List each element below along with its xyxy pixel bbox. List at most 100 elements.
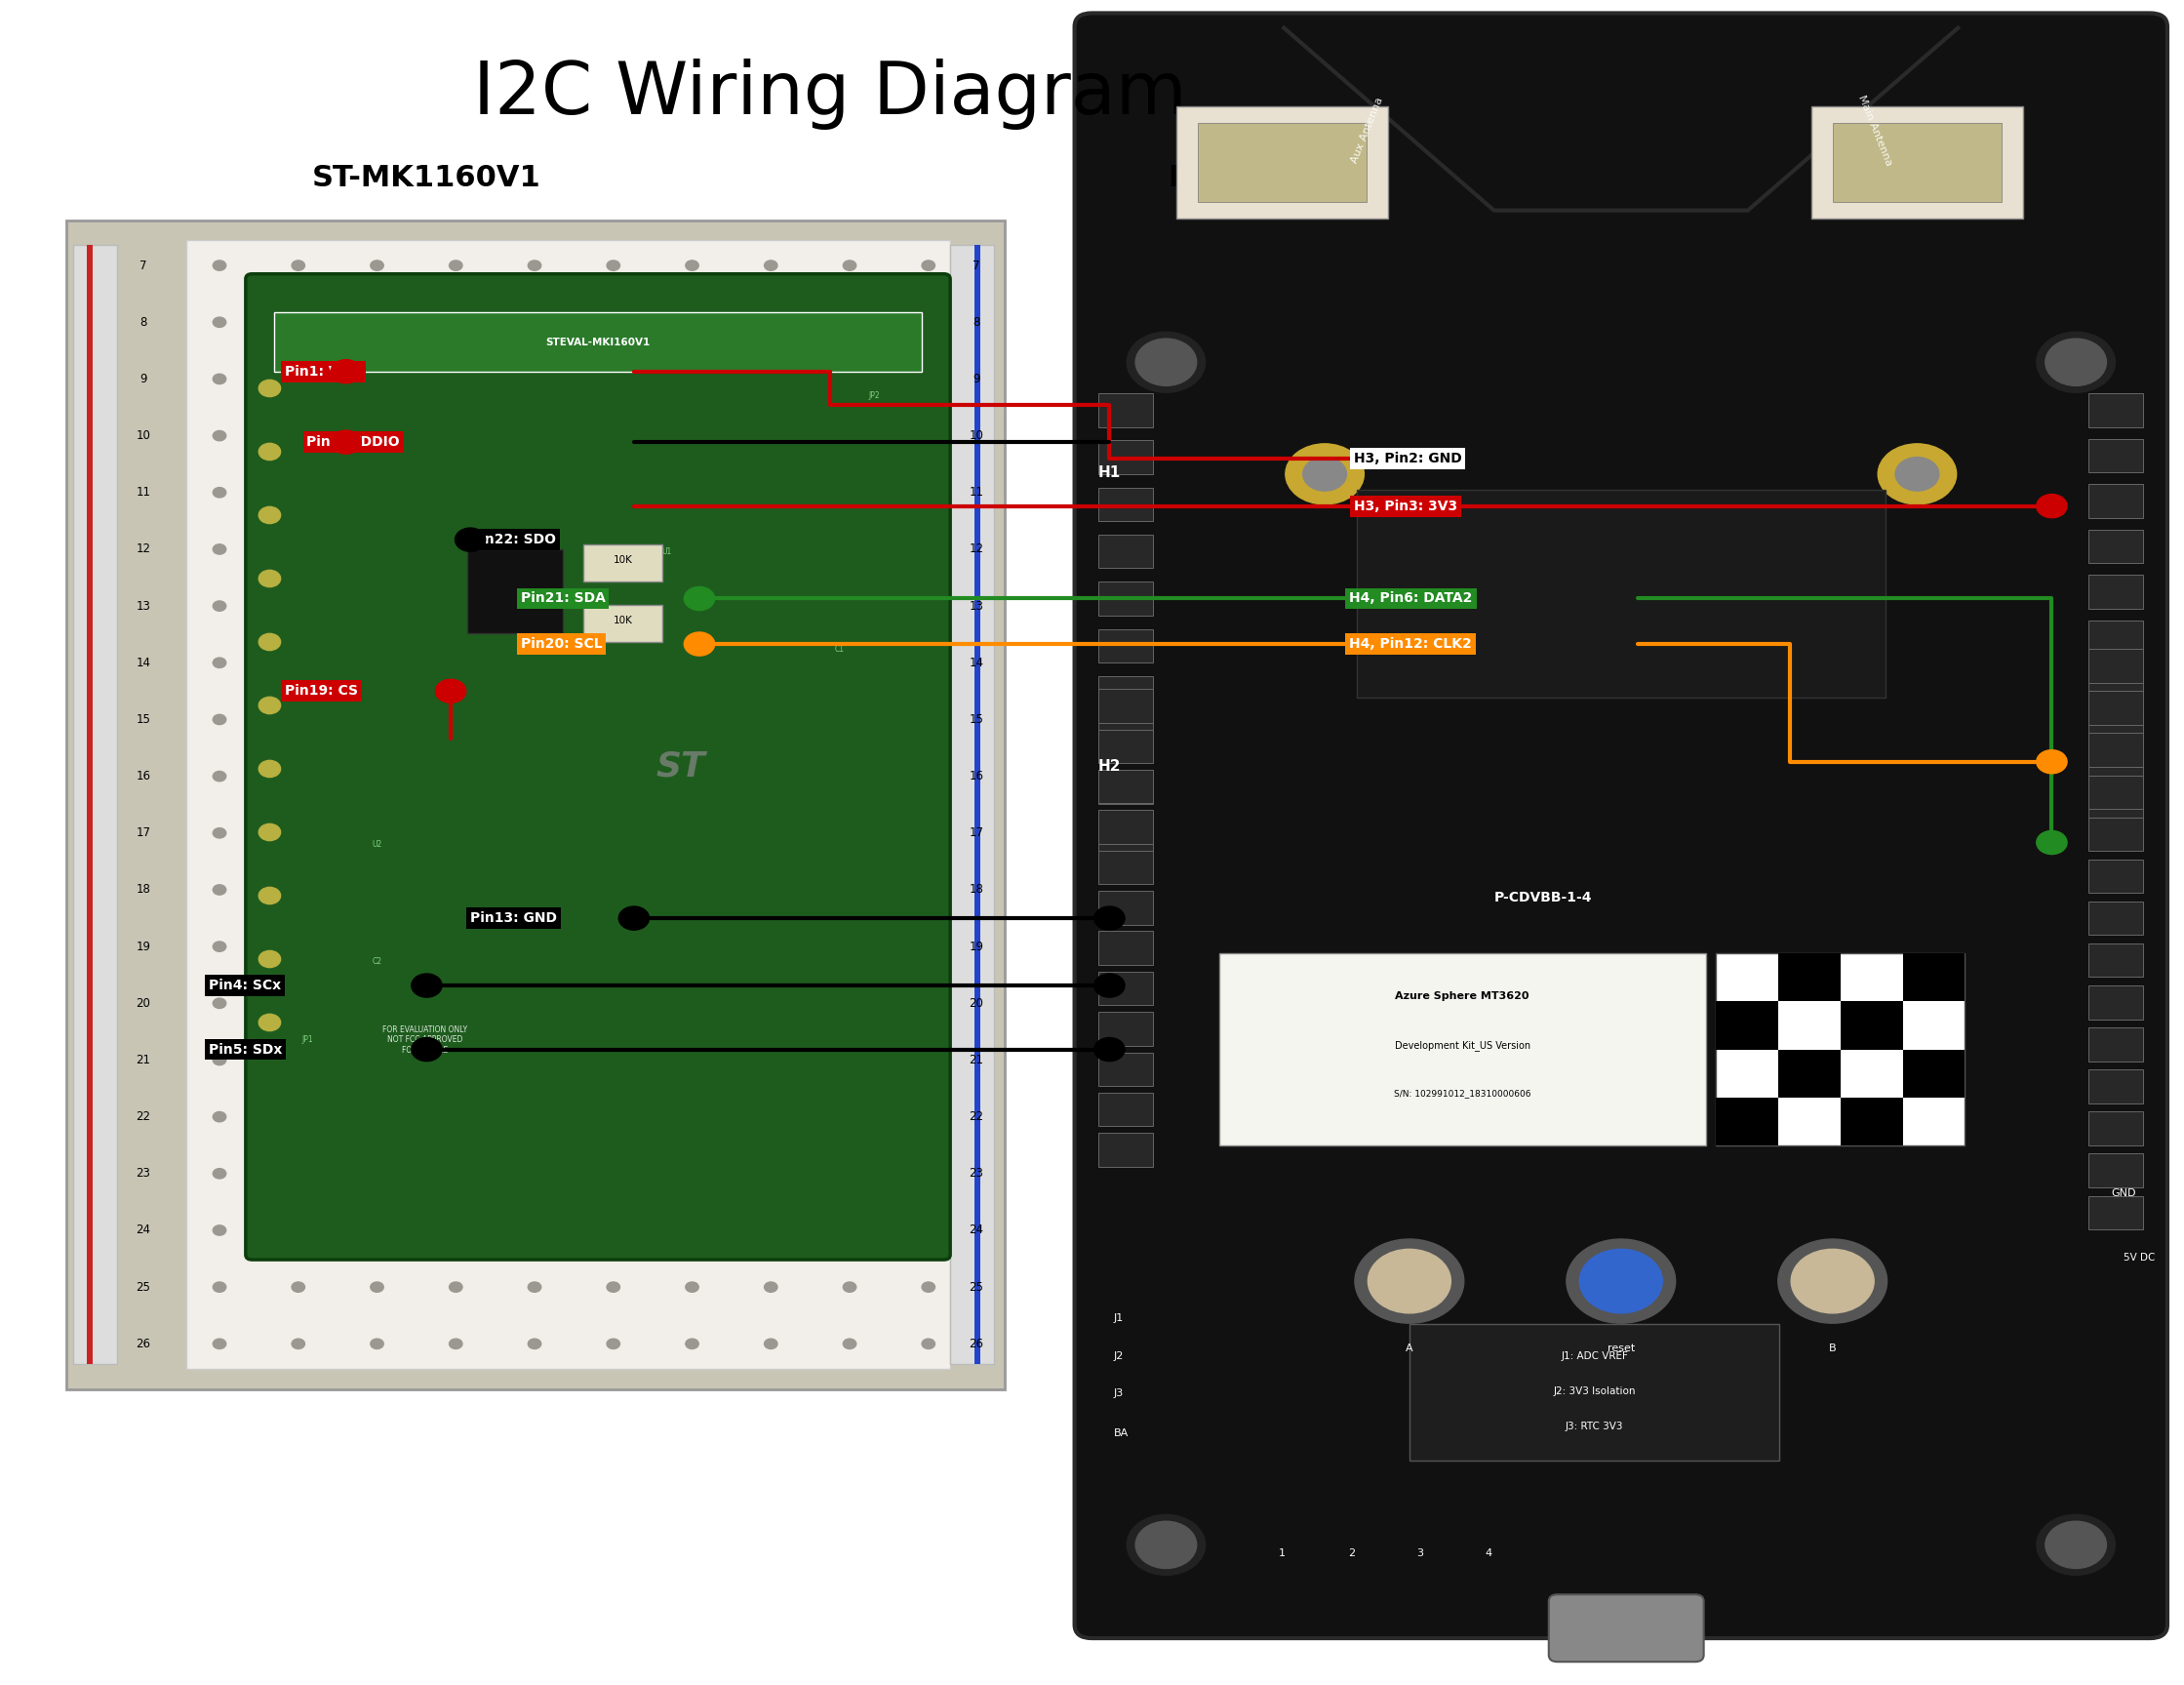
Circle shape — [371, 998, 384, 1008]
Bar — [2088, 733, 2143, 767]
Circle shape — [686, 261, 699, 271]
Bar — [950, 246, 994, 1365]
Circle shape — [764, 885, 778, 895]
Text: 23: 23 — [135, 1168, 151, 1179]
Circle shape — [529, 431, 542, 441]
Circle shape — [607, 885, 620, 895]
Circle shape — [258, 950, 280, 967]
Circle shape — [450, 431, 463, 441]
Text: H3, Pin3: 3V3: H3, Pin3: 3V3 — [1354, 499, 1457, 512]
Text: J3: J3 — [1114, 1388, 1125, 1399]
Circle shape — [450, 374, 463, 384]
Circle shape — [764, 544, 778, 554]
Circle shape — [922, 1225, 935, 1235]
Bar — [2088, 620, 2143, 654]
Text: C1: C1 — [834, 645, 845, 654]
Bar — [583, 544, 662, 581]
Circle shape — [450, 714, 463, 725]
Bar — [87, 246, 94, 1365]
Bar — [2088, 438, 2143, 472]
Bar — [1717, 1097, 1778, 1146]
Circle shape — [529, 1225, 542, 1235]
Text: 4: 4 — [1485, 1549, 1492, 1557]
Circle shape — [2038, 1515, 2114, 1575]
Circle shape — [529, 942, 542, 952]
Circle shape — [686, 1282, 699, 1292]
Circle shape — [1094, 974, 1125, 998]
Circle shape — [293, 1112, 306, 1122]
Text: H1: H1 — [1099, 465, 1120, 480]
Circle shape — [843, 602, 856, 612]
Circle shape — [686, 1225, 699, 1235]
Circle shape — [293, 602, 306, 612]
Text: 25: 25 — [970, 1281, 983, 1294]
Circle shape — [684, 632, 714, 655]
Text: 10: 10 — [135, 430, 151, 441]
Circle shape — [529, 772, 542, 782]
Circle shape — [212, 885, 225, 895]
Circle shape — [529, 544, 542, 554]
Text: P-CDVBB-1-4: P-CDVBB-1-4 — [1494, 891, 1592, 905]
Text: 5V DC: 5V DC — [2123, 1252, 2156, 1262]
Bar — [1099, 972, 1153, 1006]
Text: J1: J1 — [1114, 1313, 1125, 1323]
Circle shape — [450, 942, 463, 952]
Text: 14: 14 — [135, 657, 151, 669]
Polygon shape — [1282, 27, 1959, 211]
Circle shape — [2035, 831, 2066, 854]
Circle shape — [607, 942, 620, 952]
Circle shape — [686, 487, 699, 497]
Circle shape — [212, 374, 225, 384]
Bar — [2088, 1112, 2143, 1146]
Circle shape — [258, 888, 280, 905]
Circle shape — [450, 261, 463, 271]
Circle shape — [371, 1282, 384, 1292]
Circle shape — [330, 430, 360, 453]
Circle shape — [843, 714, 856, 725]
Circle shape — [450, 827, 463, 837]
Circle shape — [1136, 339, 1197, 386]
Circle shape — [212, 261, 225, 271]
Circle shape — [450, 1112, 463, 1122]
Circle shape — [371, 657, 384, 667]
Circle shape — [371, 1168, 384, 1178]
Circle shape — [1566, 1238, 1675, 1323]
Circle shape — [212, 1055, 225, 1065]
Bar — [1099, 932, 1153, 966]
Circle shape — [212, 942, 225, 952]
Circle shape — [2046, 339, 2105, 386]
Circle shape — [607, 1282, 620, 1292]
Circle shape — [2035, 750, 2066, 773]
Circle shape — [371, 261, 384, 271]
Circle shape — [371, 772, 384, 782]
Circle shape — [529, 1282, 542, 1292]
Bar — [1099, 891, 1153, 925]
Text: reset: reset — [1607, 1343, 1636, 1353]
Circle shape — [371, 827, 384, 837]
Circle shape — [764, 1168, 778, 1178]
Circle shape — [1367, 1249, 1450, 1313]
Circle shape — [922, 544, 935, 554]
Circle shape — [686, 1112, 699, 1122]
Circle shape — [843, 657, 856, 667]
Circle shape — [607, 998, 620, 1008]
Bar — [1099, 581, 1153, 615]
Bar — [1177, 106, 1389, 219]
Circle shape — [922, 261, 935, 271]
Bar — [1099, 1094, 1153, 1126]
Circle shape — [686, 772, 699, 782]
Text: Pin19: CS: Pin19: CS — [284, 684, 358, 698]
Circle shape — [764, 827, 778, 837]
Circle shape — [843, 431, 856, 441]
Text: Pin21: SDA: Pin21: SDA — [520, 591, 605, 605]
Bar — [2088, 944, 2143, 977]
Text: 13: 13 — [135, 600, 151, 612]
Circle shape — [371, 431, 384, 441]
Circle shape — [450, 885, 463, 895]
Bar — [1099, 851, 1153, 885]
Circle shape — [293, 1055, 306, 1065]
Bar — [1099, 1132, 1153, 1166]
Circle shape — [843, 317, 856, 327]
Text: 23: 23 — [970, 1168, 983, 1179]
Circle shape — [371, 602, 384, 612]
